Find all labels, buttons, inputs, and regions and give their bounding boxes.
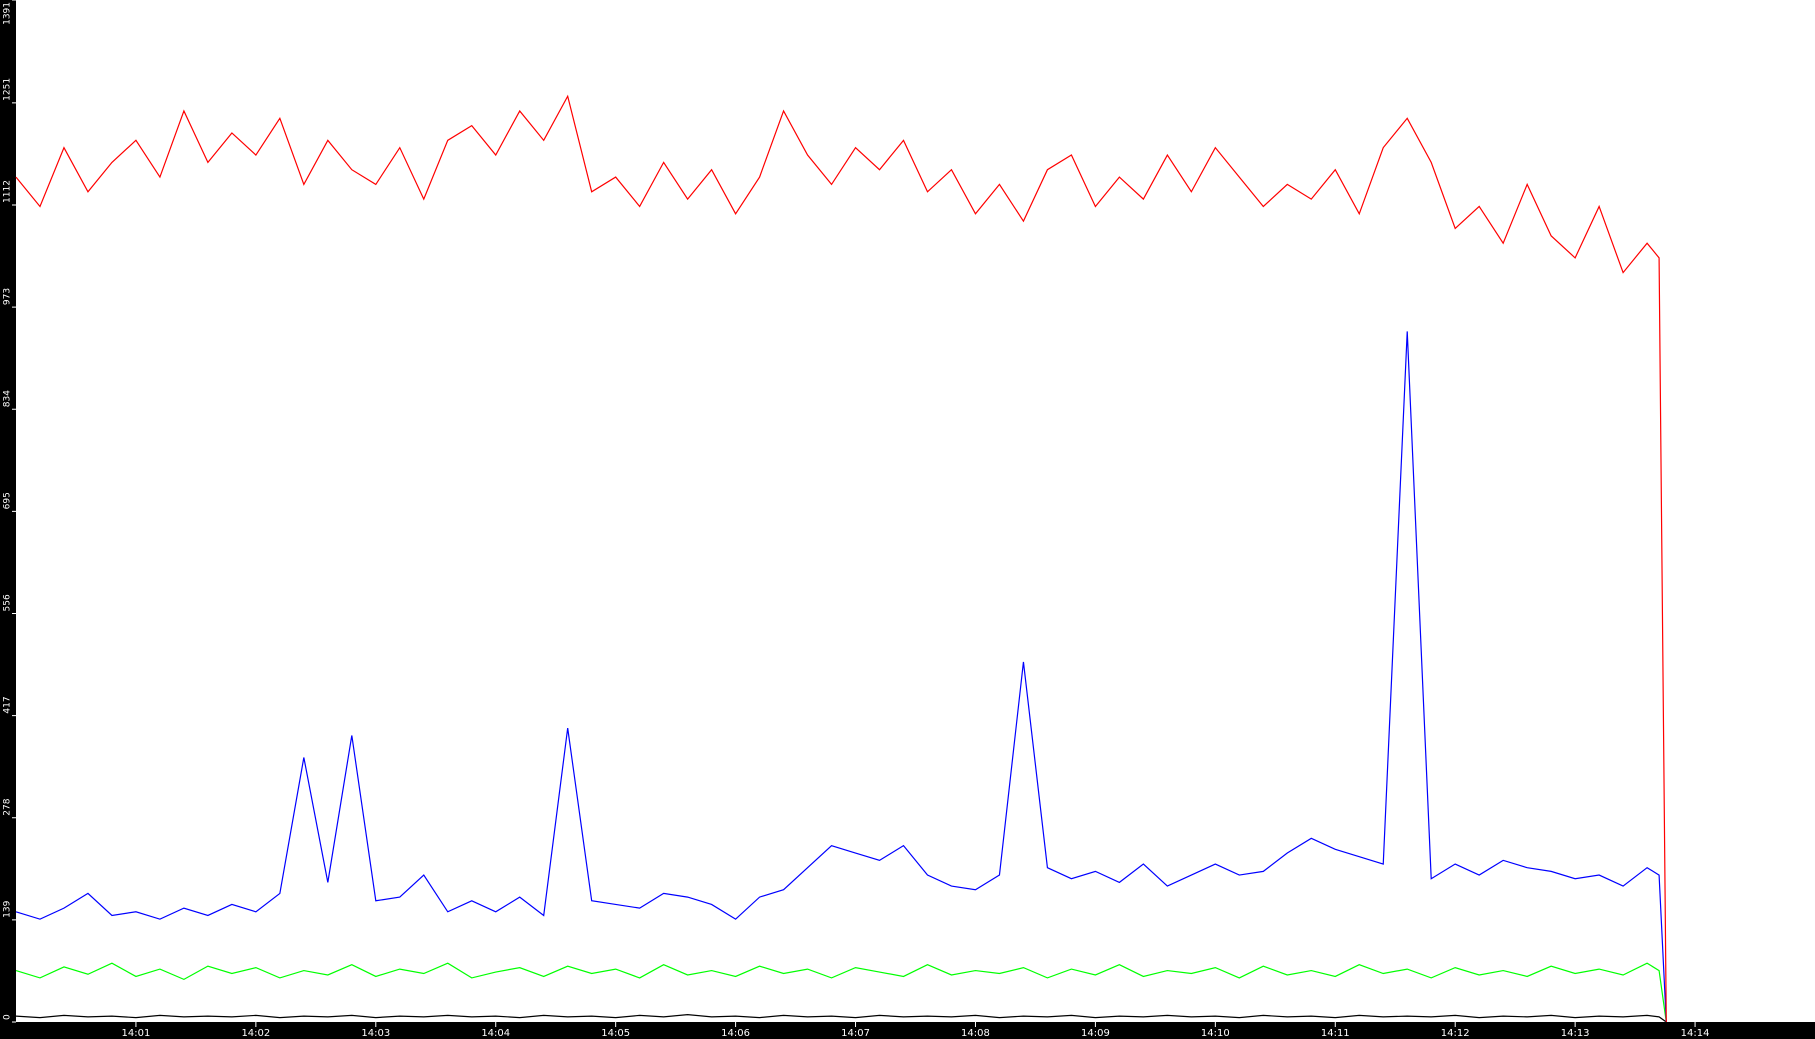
y-axis-bar (0, 0, 16, 1039)
x-tick-label: 14:09 (1081, 1028, 1110, 1039)
y-tick-label: 1391 (3, 2, 13, 25)
x-tick-label: 14:05 (601, 1028, 630, 1039)
x-tick-label: 14:03 (361, 1028, 390, 1039)
y-tick-label: 556 (3, 594, 13, 611)
y-tick-label: 278 (3, 798, 13, 815)
x-tick-label: 14:12 (1441, 1028, 1470, 1039)
x-tick-label: 14:13 (1561, 1028, 1590, 1039)
x-tick-label: 14:11 (1321, 1028, 1350, 1039)
x-tick-label: 14:08 (961, 1028, 990, 1039)
y-tick-label: 139 (3, 900, 13, 917)
y-tick-label: 1112 (3, 180, 13, 203)
y-tick-label: 834 (3, 390, 13, 407)
x-tick-label: 14:01 (122, 1028, 151, 1039)
x-tick-label: 14:07 (841, 1028, 870, 1039)
series-line (15, 1014, 1667, 1023)
x-tick-label: 14:10 (1201, 1028, 1230, 1039)
series-line (15, 331, 1667, 1023)
y-tick-label: 0 (3, 1014, 13, 1020)
x-tick-label: 14:04 (481, 1028, 510, 1039)
series-line (15, 94, 1667, 1023)
x-tick-label: 14:06 (721, 1028, 750, 1039)
series-line (15, 962, 1667, 1023)
x-axis-bar (0, 1022, 1815, 1039)
y-tick-label: 973 (3, 288, 13, 305)
y-tick-label: 417 (3, 696, 13, 713)
y-tick-label: 695 (3, 492, 13, 509)
y-tick-label: 1251 (3, 78, 13, 101)
x-tick-label: 14:14 (1681, 1028, 1710, 1039)
x-tick-label: 14:02 (241, 1028, 270, 1039)
